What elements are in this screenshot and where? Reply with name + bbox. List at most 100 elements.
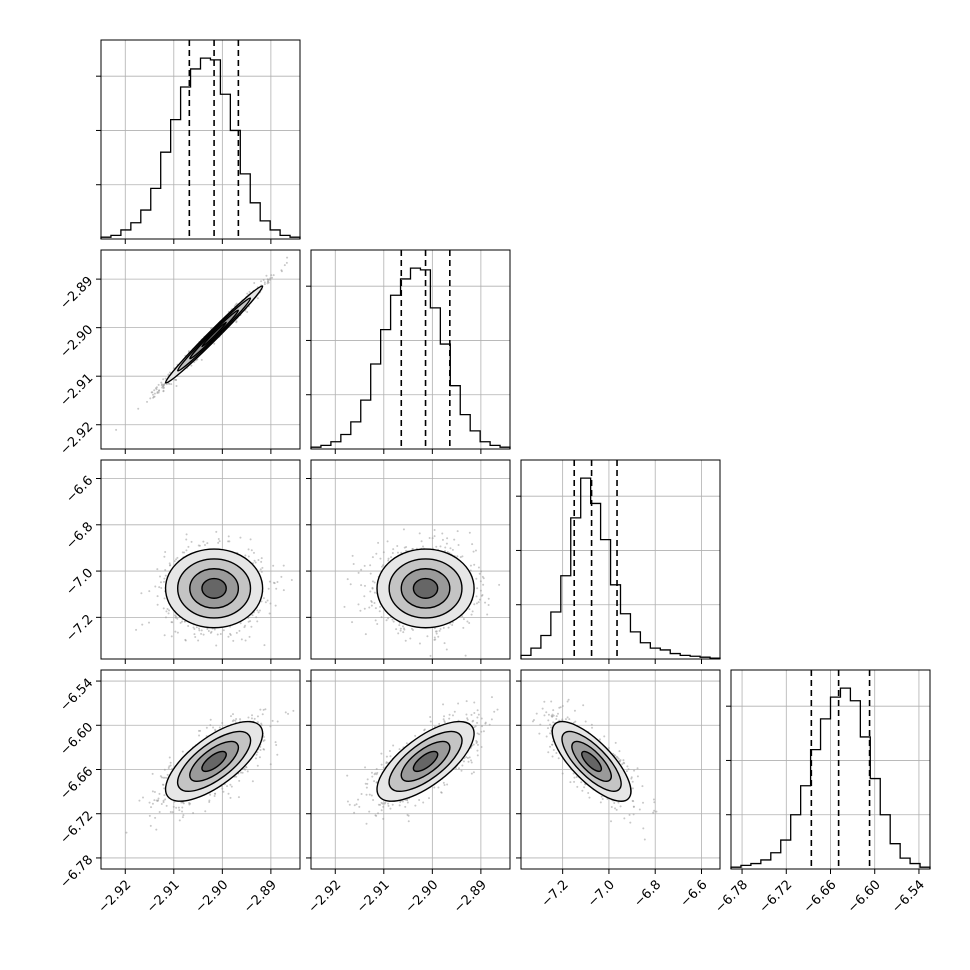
pair-0-3-point <box>237 796 240 799</box>
pair-1-2-point <box>399 627 402 630</box>
pair-1-3-point <box>368 793 371 796</box>
xtick-label-p3-3: −6.60 <box>845 877 884 916</box>
pair-1-3-point <box>407 814 410 817</box>
pair-2-3-point <box>555 717 558 720</box>
pair-1-2-point <box>457 544 460 547</box>
pair-0-2-point <box>227 535 230 538</box>
pair-0-1-point <box>260 280 263 283</box>
pair-1-3-point <box>404 805 407 808</box>
pair-1-3-point <box>373 780 376 783</box>
pair-0-3-point <box>235 717 238 720</box>
pair-0-3-point <box>138 799 141 802</box>
pair-0-2-point <box>190 540 193 543</box>
pair-0-2-point <box>202 540 205 543</box>
pair-0-2-point <box>218 540 221 543</box>
pair-1-3-point <box>366 782 369 785</box>
pair-0-1-point <box>162 378 165 381</box>
pair-0-3-point <box>269 725 272 728</box>
pair-1-3-point <box>365 786 368 789</box>
pair-2-3-point <box>550 726 553 729</box>
pair-2-3-point <box>574 720 577 723</box>
pair-2-3-point <box>539 723 542 726</box>
pair-0-3-point <box>199 729 202 732</box>
pair-1-3-point <box>448 713 451 716</box>
pair-0-3-point <box>251 714 254 717</box>
pair-2-3-point <box>631 787 634 790</box>
pair-0-2-point <box>282 589 285 592</box>
pair-2-3-point <box>555 715 558 718</box>
ytick-label-p3-2: −6.66 <box>58 764 97 803</box>
pair-2-3-point <box>626 765 629 768</box>
pair-1-3-point <box>370 794 373 797</box>
pair-2-3-point <box>622 759 625 762</box>
pair-0-1-point <box>157 383 160 386</box>
pair-1-2-point <box>479 589 482 592</box>
pair-1-2-point <box>357 603 360 606</box>
pair-0-2-point <box>260 560 263 563</box>
pair-1-3-point <box>462 760 465 763</box>
pair-2-3-point <box>580 781 583 784</box>
pair-0-1-point <box>174 378 177 381</box>
pair-0-1-point <box>235 320 238 323</box>
pair-1-3-point <box>360 792 363 795</box>
pair-0-3-point <box>256 751 259 754</box>
xtick-label-p0-1: −2.91 <box>144 877 183 916</box>
pair-2-3-point <box>566 700 569 703</box>
pair-2-3-point <box>599 801 602 804</box>
pair-0-3-point <box>149 824 152 827</box>
pair-0-3-point <box>260 722 263 725</box>
pair-1-3-point <box>429 720 432 723</box>
pair-1-2-point <box>385 619 388 622</box>
pair-1-3-point <box>377 812 380 815</box>
pair-0-1-point <box>246 310 249 313</box>
pair-0-2-point <box>187 624 190 627</box>
pair-1-3-point <box>496 708 499 711</box>
pair-0-3-contour-1 <box>189 740 240 782</box>
pair-1-3-point <box>389 755 392 758</box>
pair-2-3-point <box>557 757 560 760</box>
pair-1-3-point <box>446 783 449 786</box>
pair-0-2-point <box>181 551 184 554</box>
pair-0-1-contour-0 <box>201 321 227 348</box>
pair-0-1-point <box>168 383 171 386</box>
pair-0-2-point <box>166 607 169 610</box>
pair-0-2-point <box>192 626 195 629</box>
pair-2-3-point <box>543 714 546 717</box>
pair-0-1-contour-2 <box>176 297 252 372</box>
pair-0-3-point <box>214 792 217 795</box>
pair-1-2-point <box>459 556 462 559</box>
pair-1-2-point <box>475 577 478 580</box>
pair-1-3-point <box>443 721 446 724</box>
pair-1-2-point <box>468 608 471 611</box>
pair-1-2-point <box>435 545 438 548</box>
pair-0-3-point <box>259 748 262 751</box>
pair-0-3-point <box>254 757 257 760</box>
ytick-label-p1-1: −2.91 <box>58 371 97 410</box>
pair-2-3-panel <box>516 669 721 874</box>
pair-1-2-point <box>375 552 378 555</box>
pair-2-3-point <box>629 821 632 824</box>
pair-1-2-point <box>396 551 399 554</box>
pair-0-1-point <box>267 278 270 281</box>
ytick-label-p3-3: −6.60 <box>58 720 97 759</box>
pair-2-3-point <box>633 769 636 772</box>
pair-0-2-point <box>187 545 190 548</box>
pair-1-2-point <box>351 621 354 624</box>
pair-1-3-point <box>418 799 421 802</box>
pair-0-3-point <box>158 811 161 814</box>
pair-0-3-point <box>218 726 221 729</box>
pair-0-3-point <box>162 799 165 802</box>
pair-1-3-point <box>380 752 383 755</box>
pair-1-2-point <box>449 547 452 550</box>
pair-0-2-density-0 <box>201 578 227 599</box>
pair-0-2-point <box>252 551 255 554</box>
pair-0-2-point <box>264 601 267 604</box>
pair-1-2-point <box>392 548 395 551</box>
pair-1-2-point <box>360 584 363 587</box>
pair-0-2-point <box>263 644 266 647</box>
pair-1-2-point <box>422 545 425 548</box>
pair-0-2-point <box>156 568 159 571</box>
pair-1-2-point <box>371 556 374 559</box>
pair-0-3-point <box>163 794 166 797</box>
pair-1-3-point <box>466 718 469 721</box>
